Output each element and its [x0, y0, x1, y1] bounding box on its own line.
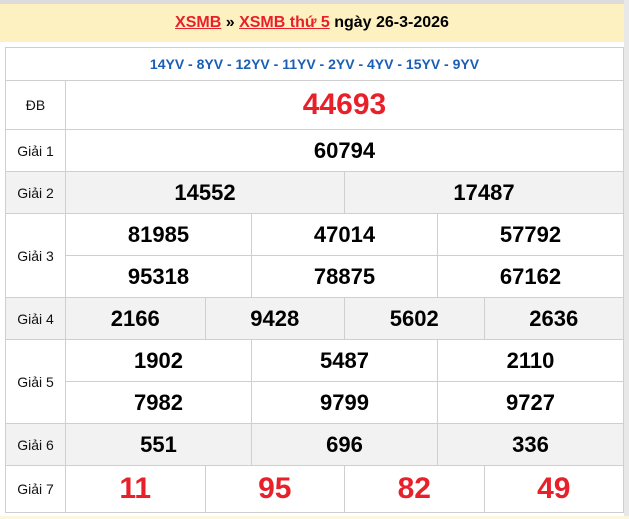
- prize-number: 7982: [65, 381, 252, 424]
- prize-number: 1902: [65, 339, 252, 382]
- prize-number: 17487: [344, 171, 624, 214]
- prize-number: 9428: [204, 297, 345, 340]
- ticket-codes: 14YV - 8YV - 12YV - 11YV - 2YV - 4YV - 1…: [5, 47, 624, 81]
- scroll-edge: [624, 0, 629, 519]
- row-g5: Giải 5 1902 5487 2110: [5, 339, 624, 424]
- prize-label: Giải 2: [5, 171, 66, 214]
- prize-number: 5602: [344, 297, 485, 340]
- bottom-strip: [0, 516, 629, 519]
- prize-number: 696: [251, 423, 438, 466]
- row-g3: Giải 3 81985 47014 57792: [5, 213, 624, 298]
- prize-number: 14552: [65, 171, 345, 214]
- prize-number: 336: [437, 423, 624, 466]
- prize-number: 81985: [65, 213, 252, 256]
- prize-label: Giải 3: [5, 213, 66, 298]
- prize-number: 2636: [483, 297, 624, 340]
- prize-number: 2110: [437, 339, 624, 382]
- prize-label: Giải 5: [5, 339, 66, 424]
- xsmb-thu5-link[interactable]: XSMB thứ 5: [239, 14, 330, 31]
- row-g4: Giải 4 2166 9428 5602 2636: [5, 297, 624, 340]
- prize-number: 551: [65, 423, 252, 466]
- row-g6: Giải 6 551 696 336: [5, 423, 624, 466]
- xsmb-link[interactable]: XSMB: [175, 14, 222, 31]
- prize-number: 9727: [437, 381, 624, 424]
- page-header: XSMB » XSMB thứ 5 ngày 26-3-2026: [0, 4, 624, 42]
- top-strip: [0, 0, 629, 4]
- row-db: ĐB 44693: [5, 80, 624, 130]
- prize-label: ĐB: [5, 80, 66, 130]
- prize-label: Giải 1: [5, 129, 66, 172]
- prize-number: 9799: [251, 381, 438, 424]
- row-g3b: 95318 78875 67162: [6, 255, 624, 298]
- prize-number: 78875: [251, 255, 438, 298]
- prize-number: 11: [65, 465, 206, 513]
- codes-row: 14YV - 8YV - 12YV - 11YV - 2YV - 4YV - 1…: [5, 47, 624, 81]
- prize-label: Giải 6: [5, 423, 66, 466]
- row-g7: Giải 7 11 95 82 49: [5, 465, 624, 513]
- row-g5b: 7982 9799 9727: [6, 381, 624, 424]
- date-text: ngày 26-3-2026: [329, 14, 449, 31]
- prize-number: 47014: [251, 213, 438, 256]
- breadcrumb-separator: »: [221, 14, 240, 31]
- prize-number: 57792: [437, 213, 624, 256]
- results-table: 14YV - 8YV - 12YV - 11YV - 2YV - 4YV - 1…: [5, 47, 624, 513]
- prize-label: Giải 4: [5, 297, 66, 340]
- prize-number: 2166: [65, 297, 206, 340]
- prize-number: 49: [483, 465, 624, 513]
- prize-label: Giải 7: [5, 465, 66, 513]
- special-prize-number: 44693: [65, 80, 624, 130]
- prize-number: 95318: [65, 255, 252, 298]
- row-g2: Giải 2 14552 17487: [5, 171, 624, 214]
- prize-number: 60794: [65, 129, 624, 172]
- prize-number: 5487: [251, 339, 438, 382]
- prize-number: 67162: [437, 255, 624, 298]
- prize-number: 95: [204, 465, 345, 513]
- prize-number: 82: [344, 465, 485, 513]
- row-g1: Giải 1 60794: [5, 129, 624, 172]
